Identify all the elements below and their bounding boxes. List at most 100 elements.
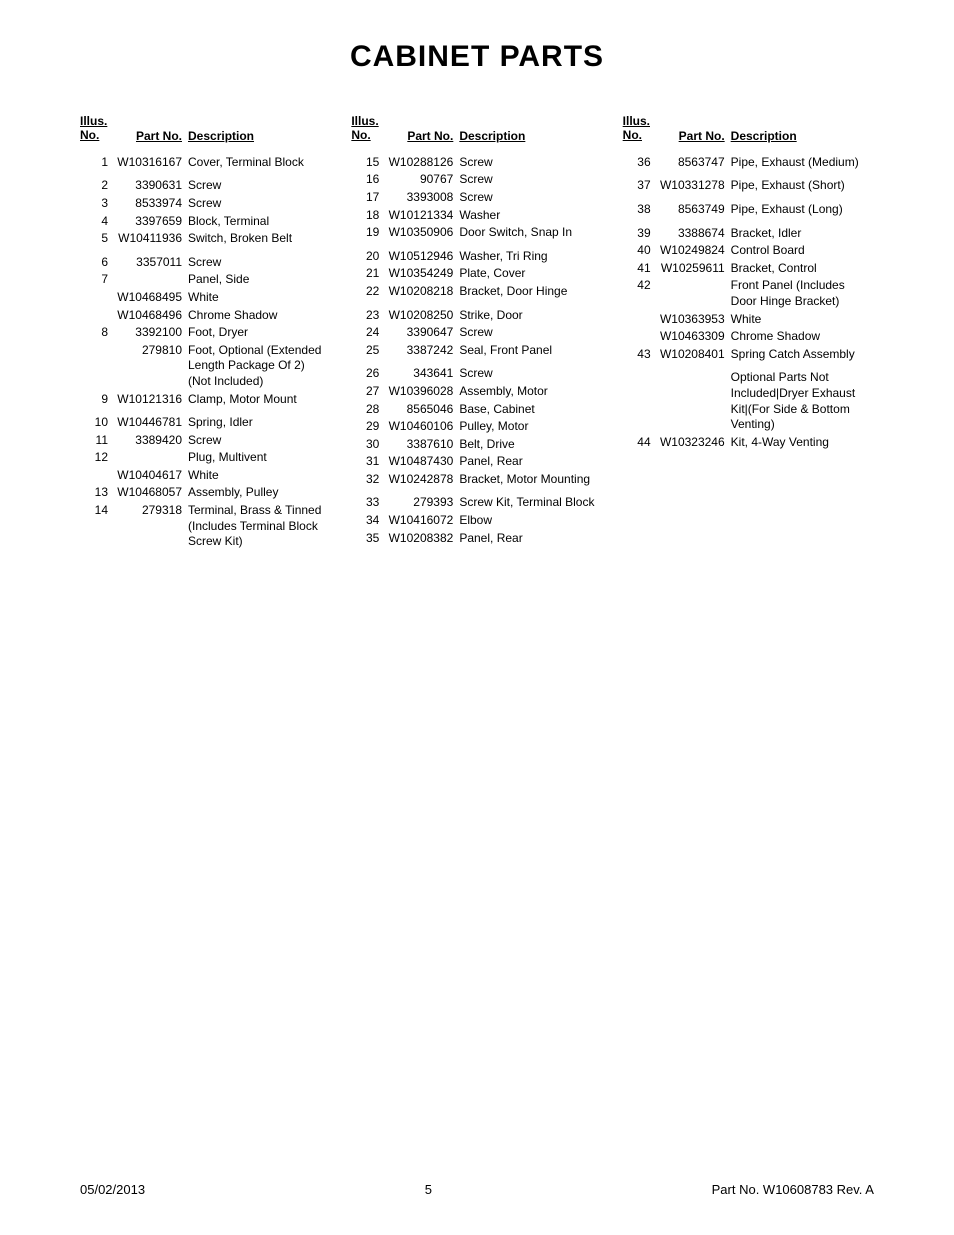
cell-illus-no: 24: [351, 325, 387, 341]
cell-part-no: 3393008: [387, 190, 459, 206]
header-illus-no: Illus.No.: [623, 114, 659, 143]
cell-part-no: 279810: [116, 343, 188, 390]
cell-description: Assembly, Motor: [459, 384, 602, 400]
cell-description: Screw: [459, 155, 602, 171]
cell-illus-no: 33: [351, 495, 387, 511]
part-row: 393388674Bracket, Idler: [623, 226, 874, 242]
part-row: 303387610Belt, Drive: [351, 437, 602, 453]
part-row: W10468495White: [80, 290, 331, 306]
part-row: 288565046Base, Cabinet: [351, 402, 602, 418]
cell-part-no: W10411936: [116, 231, 188, 247]
cell-description: Cover, Terminal Block: [188, 155, 331, 171]
part-row: 12Plug, Multivent: [80, 450, 331, 466]
part-row: 15W10288126Screw: [351, 155, 602, 171]
cell-part-no: W10249824: [659, 243, 731, 259]
cell-illus-no: 27: [351, 384, 387, 400]
cell-description: Pulley, Motor: [459, 419, 602, 435]
cell-description: Door Switch, Snap In: [459, 225, 602, 241]
cell-description: Panel, Rear: [459, 531, 602, 547]
cell-illus-no: 31: [351, 454, 387, 470]
part-row: 243390647Screw: [351, 325, 602, 341]
cell-description: Screw: [188, 433, 331, 449]
part-row: 27W10396028Assembly, Motor: [351, 384, 602, 400]
cell-part-no: W10259611: [659, 261, 731, 277]
part-row: 35W10208382Panel, Rear: [351, 531, 602, 547]
cell-illus-no: 32: [351, 472, 387, 488]
cell-description: White: [188, 468, 331, 484]
column-header: Illus.No.Part No.Description: [623, 114, 874, 143]
part-row: W10468496Chrome Shadow: [80, 308, 331, 324]
cell-illus-no: 3: [80, 196, 116, 212]
cell-part-no: W10242878: [387, 472, 459, 488]
cell-part-no: W10468057: [116, 485, 188, 501]
cell-part-no: W10208250: [387, 308, 459, 324]
part-row: 23390631Screw: [80, 178, 331, 194]
cell-illus-no: 9: [80, 392, 116, 408]
cell-description: Bracket, Idler: [731, 226, 874, 242]
cell-illus-no: 28: [351, 402, 387, 418]
cell-illus-no: [623, 329, 659, 345]
cell-part-no: W10121334: [387, 208, 459, 224]
cell-part-no: W10416072: [387, 513, 459, 529]
parts-column: Illus.No.Part No.Description15W10288126S…: [351, 114, 602, 552]
cell-description: White: [731, 312, 874, 328]
part-row: 9W10121316Clamp, Motor Mount: [80, 392, 331, 408]
part-row: 26343641Screw: [351, 366, 602, 382]
cell-description: Elbow: [459, 513, 602, 529]
cell-illus-no: 25: [351, 343, 387, 359]
cell-illus-no: 1: [80, 155, 116, 171]
part-row: 83392100Foot, Dryer: [80, 325, 331, 341]
part-row: 10W10446781Spring, Idler: [80, 415, 331, 431]
part-row: 42Front Panel (Includes Door Hinge Brack…: [623, 278, 874, 309]
cell-description: Spring, Idler: [188, 415, 331, 431]
cell-illus-no: 6: [80, 255, 116, 271]
cell-illus-no: 22: [351, 284, 387, 300]
cell-description: Strike, Door: [459, 308, 602, 324]
cell-illus-no: 41: [623, 261, 659, 277]
cell-illus-no: [80, 290, 116, 306]
cell-description: Pipe, Exhaust (Long): [731, 202, 874, 218]
cell-illus-no: 12: [80, 450, 116, 466]
part-row: 279810Foot, Optional (Extended Length Pa…: [80, 343, 331, 390]
part-row: 13W10468057Assembly, Pulley: [80, 485, 331, 501]
cell-part-no: W10396028: [387, 384, 459, 400]
part-row: 388563749Pipe, Exhaust (Long): [623, 202, 874, 218]
cell-illus-no: 11: [80, 433, 116, 449]
cell-part-no: W10208401: [659, 347, 731, 363]
cell-part-no: W10468495: [116, 290, 188, 306]
part-row: 20W10512946Washer, Tri Ring: [351, 249, 602, 265]
cell-part-no: [116, 272, 188, 288]
cell-part-no: W10512946: [387, 249, 459, 265]
cell-description: Chrome Shadow: [188, 308, 331, 324]
cell-description: Belt, Drive: [459, 437, 602, 453]
cell-illus-no: 37: [623, 178, 659, 194]
cell-part-no: W10331278: [659, 178, 731, 194]
cell-illus-no: [80, 308, 116, 324]
header-part-no: Part No.: [387, 129, 459, 143]
cell-illus-no: 39: [623, 226, 659, 242]
cell-part-no: W10350906: [387, 225, 459, 241]
cell-description: White: [188, 290, 331, 306]
parts-column: Illus.No.Part No.Description368563747Pip…: [623, 114, 874, 552]
header-description: Description: [731, 129, 797, 143]
cell-part-no: 8563749: [659, 202, 731, 218]
cell-part-no: [116, 450, 188, 466]
cell-description: Screw: [459, 172, 602, 188]
cell-part-no: W10208382: [387, 531, 459, 547]
part-row: 41W10259611Bracket, Control: [623, 261, 874, 277]
cell-description: Seal, Front Panel: [459, 343, 602, 359]
cell-part-no: 8565046: [387, 402, 459, 418]
cell-illus-no: 19: [351, 225, 387, 241]
cell-part-no: 3390631: [116, 178, 188, 194]
cell-illus-no: 5: [80, 231, 116, 247]
part-row: 21W10354249Plate, Cover: [351, 266, 602, 282]
part-row: 38533974Screw: [80, 196, 331, 212]
part-row: 43397659Block, Terminal: [80, 214, 331, 230]
parts-list: 1W10316167Cover, Terminal Block23390631S…: [80, 155, 331, 550]
cell-part-no: W10463309: [659, 329, 731, 345]
cell-description: Kit, 4-Way Venting: [731, 435, 874, 451]
part-row: 22W10208218Bracket, Door Hinge: [351, 284, 602, 300]
header-illus-no: Illus.No.: [80, 114, 116, 143]
cell-illus-no: 38: [623, 202, 659, 218]
header-description: Description: [188, 129, 254, 143]
